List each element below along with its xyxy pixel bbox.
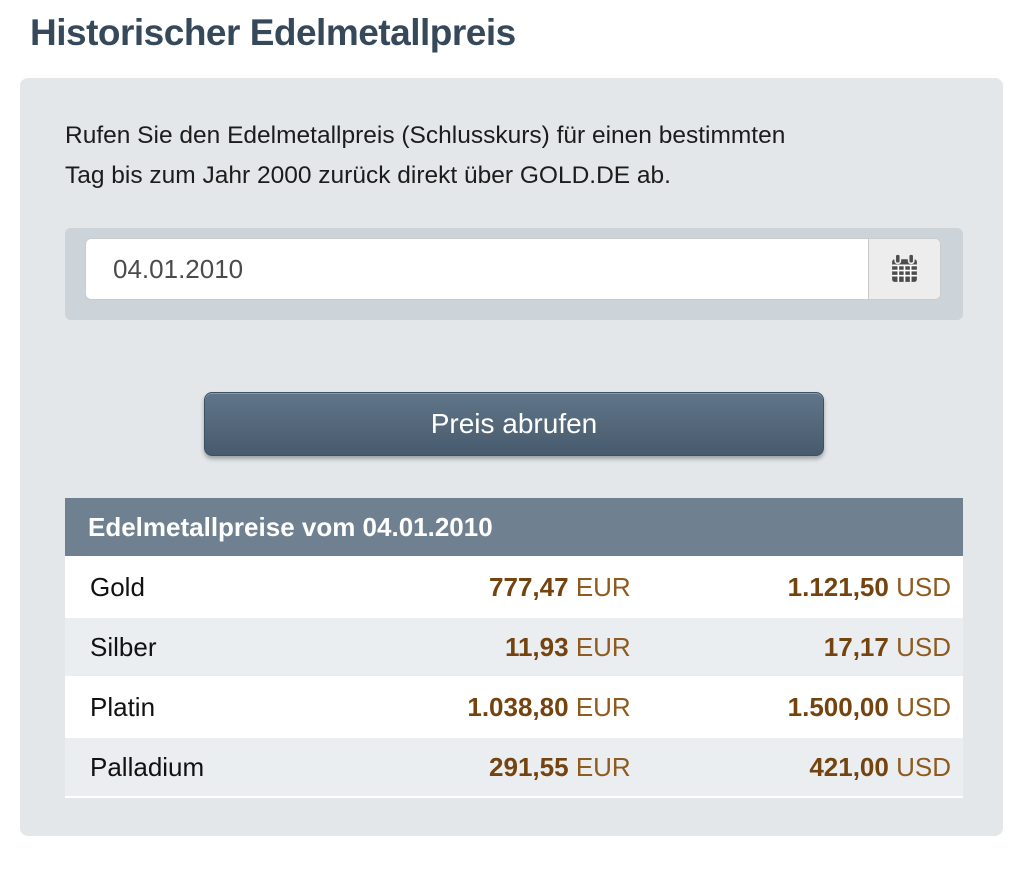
eur-price: 777,47 EUR [334,558,631,616]
historical-price-card: Rufen Sie den Edelmetallpreis (Schlussku… [20,78,1003,836]
eur-unit: EUR [575,572,631,602]
usd-price: 1.121,50 USD [631,558,963,616]
usd-price: 1.500,00 USD [631,678,963,736]
date-input-group [85,238,941,300]
metal-name: Gold [90,572,145,602]
fetch-price-button[interactable]: Preis abrufen [204,392,824,456]
table-title: Edelmetallpreise vom 04.01.2010 [65,498,963,558]
eur-value: 11,93 [504,632,569,662]
usd-value: 421,00 [809,752,889,782]
date-field-panel [65,228,963,320]
table-row: Platin 1.038,80 EUR 1.500,00 USD [65,678,963,738]
intro-text: Rufen Sie den Edelmetallpreis (Schlussku… [65,116,963,196]
usd-unit: USD [896,752,951,782]
usd-value: 1.500,00 [787,692,889,722]
metal-name: Silber [90,632,157,662]
usd-unit: USD [896,632,951,662]
usd-value: 17,17 [823,632,889,662]
usd-price: 421,00 USD [631,738,963,796]
eur-unit: EUR [575,692,631,722]
eur-unit: EUR [575,632,631,662]
metal-name: Palladium [90,752,205,782]
eur-value: 777,47 [489,572,569,602]
eur-price: 11,93 EUR [334,618,631,676]
submit-button-row: Preis abrufen [65,392,963,456]
eur-value: 291,55 [489,752,569,782]
calendar-button[interactable] [868,239,940,299]
table-row: Silber 11,93 EUR 17,17 USD [65,618,963,678]
usd-value: 1.121,50 [787,572,889,602]
usd-unit: USD [896,572,951,602]
eur-unit: EUR [575,752,631,782]
metal-name: Platin [90,692,156,722]
date-input[interactable] [86,239,868,299]
calendar-icon [888,252,921,286]
usd-unit: USD [896,692,951,722]
eur-price: 291,55 EUR [334,738,631,796]
page-title: Historischer Edelmetallpreis [30,12,516,53]
table-row: Gold 777,47 EUR 1.121,50 USD [65,558,963,618]
price-table: Edelmetallpreise vom 04.01.2010 Gold 777… [65,498,963,798]
eur-value: 1.038,80 [467,692,569,722]
table-row: Palladium 291,55 EUR 421,00 USD [65,738,963,798]
eur-price: 1.038,80 EUR [334,678,630,736]
intro-text-line2: Tag bis zum Jahr 2000 zurück direkt über… [65,162,671,189]
usd-price: 17,17 USD [631,618,963,676]
intro-text-line1: Rufen Sie den Edelmetallpreis (Schlussku… [65,122,786,149]
